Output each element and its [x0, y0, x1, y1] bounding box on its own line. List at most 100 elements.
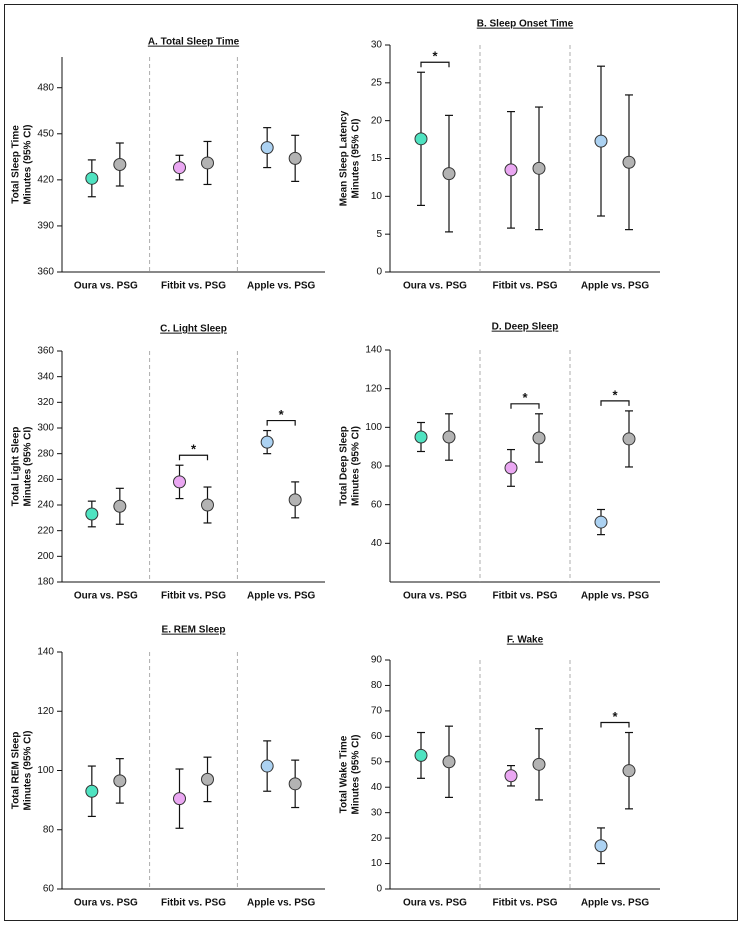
y-tick-label: 100 — [37, 765, 54, 776]
point — [594, 839, 608, 853]
y-axis-label: Total Sleep Time — [11, 125, 22, 204]
y-tick-label: 140 — [37, 647, 54, 658]
point — [201, 772, 214, 786]
x-tick-label: Fitbit vs. PSG — [492, 898, 557, 909]
point — [288, 151, 302, 165]
y-axis-label: Minutes (95% CI) — [351, 426, 362, 506]
point — [504, 163, 518, 177]
y-tick-label: 390 — [37, 221, 54, 232]
point — [260, 141, 274, 155]
y-axis-label: Minutes (95% CI) — [351, 118, 362, 198]
point — [85, 784, 99, 798]
point — [113, 774, 127, 788]
point — [414, 748, 428, 762]
x-tick-label: Oura vs. PSG — [74, 281, 138, 292]
y-tick-label: 260 — [37, 474, 54, 485]
point — [288, 493, 302, 507]
y-tick-label: 120 — [365, 383, 382, 394]
x-tick-label: Oura vs. PSG — [403, 281, 467, 292]
significance-bracket — [600, 400, 630, 406]
significance-label: * — [279, 407, 285, 422]
point — [85, 171, 99, 185]
y-tick-label: 60 — [371, 499, 383, 510]
point — [288, 777, 302, 791]
x-tick-label: Apple vs. PSG — [581, 591, 650, 602]
y-tick-label: 300 — [37, 423, 54, 434]
significance-bracket — [266, 419, 296, 426]
point — [532, 431, 546, 445]
y-axis-label: Minutes (95% CI) — [23, 426, 34, 506]
point — [442, 430, 456, 444]
y-tick-label: 420 — [37, 174, 54, 185]
x-tick-label: Apple vs. PSG — [247, 898, 316, 909]
significance-bracket — [600, 721, 630, 728]
significance-label: * — [612, 387, 618, 402]
significance-label: * — [522, 390, 528, 405]
significance-label: * — [432, 49, 438, 64]
point — [594, 515, 608, 529]
y-axis-label: Minutes (95% CI) — [23, 730, 34, 810]
y-tick-label: 200 — [37, 551, 54, 562]
y-axis-label: Mean Sleep Latency — [339, 110, 350, 206]
x-tick-label: Fitbit vs. PSG — [161, 281, 226, 292]
y-tick-label: 0 — [376, 267, 382, 278]
significance-bracket — [510, 403, 540, 409]
chart-title: A. Total Sleep Time — [148, 37, 240, 48]
significance-label: * — [191, 442, 197, 457]
y-tick-label: 140 — [365, 345, 382, 356]
y-tick-label: 5 — [376, 229, 382, 240]
y-tick-label: 60 — [371, 731, 383, 742]
x-tick-label: Apple vs. PSG — [247, 281, 316, 292]
x-tick-label: Oura vs. PSG — [74, 591, 138, 602]
y-axis-label: Total Deep Sleep — [339, 426, 350, 506]
y-tick-label: 360 — [37, 267, 54, 278]
point — [173, 161, 186, 175]
y-axis-label: Minutes (95% CI) — [23, 124, 34, 204]
y-axis-label: Total REM Sleep — [11, 732, 22, 810]
chart-title: D. Deep Sleep — [492, 322, 559, 333]
x-tick-label: Oura vs. PSG — [403, 591, 467, 602]
y-tick-label: 90 — [371, 655, 383, 666]
x-tick-label: Oura vs. PSG — [403, 898, 467, 909]
point — [532, 161, 546, 175]
y-tick-label: 70 — [371, 706, 383, 717]
y-tick-label: 30 — [371, 40, 383, 51]
y-tick-label: 120 — [37, 706, 54, 717]
point — [622, 155, 636, 169]
point — [414, 132, 428, 146]
y-tick-label: 80 — [371, 680, 383, 691]
chart-title: B. Sleep Onset Time — [477, 19, 574, 30]
y-tick-label: 10 — [371, 191, 383, 202]
x-tick-label: Apple vs. PSG — [581, 898, 650, 909]
y-tick-label: 280 — [37, 448, 54, 459]
point — [532, 757, 546, 771]
point — [260, 435, 274, 449]
point — [113, 499, 127, 513]
x-tick-label: Fitbit vs. PSG — [161, 898, 226, 909]
y-tick-label: 40 — [371, 538, 383, 549]
point — [414, 430, 428, 444]
y-tick-label: 30 — [371, 807, 383, 818]
x-tick-label: Fitbit vs. PSG — [492, 281, 557, 292]
x-tick-label: Fitbit vs. PSG — [492, 591, 557, 602]
y-tick-label: 40 — [371, 782, 383, 793]
y-tick-label: 10 — [371, 858, 383, 869]
y-tick-label: 80 — [371, 461, 383, 472]
point — [504, 769, 518, 783]
chart-title: E. REM Sleep — [162, 625, 226, 636]
point — [622, 764, 636, 778]
point — [173, 475, 186, 489]
y-tick-label: 25 — [371, 77, 383, 88]
point — [594, 134, 608, 148]
y-tick-label: 60 — [43, 884, 55, 895]
y-tick-label: 50 — [371, 756, 383, 767]
y-tick-label: 0 — [376, 884, 382, 895]
chart-title: F. Wake — [507, 635, 544, 646]
chart-title: C. Light Sleep — [160, 324, 227, 335]
y-tick-label: 180 — [37, 577, 54, 588]
point — [85, 507, 99, 521]
point — [201, 498, 214, 512]
y-tick-label: 480 — [37, 82, 54, 93]
y-tick-label: 340 — [37, 371, 54, 382]
